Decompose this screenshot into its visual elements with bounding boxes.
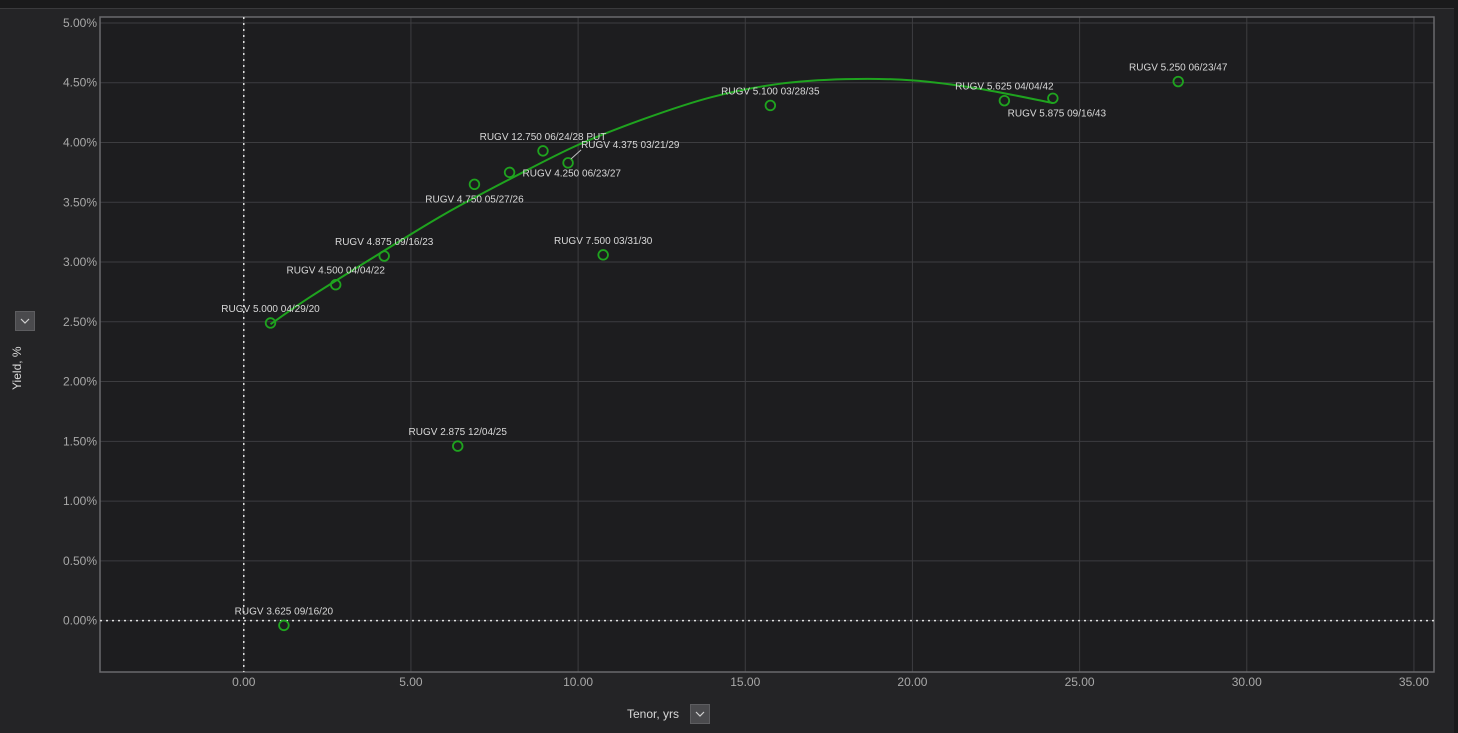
point-label: RUGV 5.250 06/23/47 (1129, 63, 1228, 74)
label-leader-line (570, 149, 582, 160)
bond-point[interactable] (764, 99, 777, 112)
x-tick-label: 25.00 (1065, 675, 1095, 689)
point-label: RUGV 12.750 06/24/28 PUT (480, 132, 607, 143)
y-tick-label: 2.50% (63, 315, 97, 329)
fitted-yield-curve (269, 77, 1054, 326)
y-axis-label: Yield, % (10, 346, 24, 390)
y-tick-label: 3.50% (63, 195, 97, 209)
point-label: RUGV 7.500 03/31/30 (554, 236, 653, 247)
x-tick-label: 5.00 (399, 675, 423, 689)
point-label: RUGV 5.875 09/16/43 (1008, 108, 1107, 119)
x-tick-label: 20.00 (897, 675, 927, 689)
point-label: RUGV 2.875 12/04/25 (409, 427, 508, 438)
bond-point[interactable] (264, 317, 277, 329)
point-label: RUGV 3.625 09/16/20 (235, 606, 334, 617)
bond-point[interactable] (468, 178, 481, 191)
bond-point[interactable] (378, 250, 390, 262)
point-label: RUGV 5.100 03/28/35 (721, 86, 820, 97)
point-label: RUGV 4.250 06/23/27 (523, 168, 622, 179)
plot-frame (99, 16, 1435, 673)
bond-point[interactable] (597, 249, 609, 261)
point-label: RUGV 4.375 03/21/29 (581, 140, 680, 151)
point-label: RUGV 5.000 04/29/20 (221, 304, 320, 315)
x-tick-label: 10.00 (563, 675, 593, 689)
bond-point[interactable] (1172, 75, 1184, 88)
bond-point[interactable] (537, 145, 549, 157)
y-tick-label: 1.00% (63, 494, 97, 508)
x-tick-label: 35.00 (1399, 675, 1429, 689)
y-tick-label: 3.00% (63, 255, 97, 269)
bond-point[interactable] (503, 166, 516, 179)
plot-area (100, 17, 1434, 672)
x-axis-label: Tenor, yrs (627, 707, 680, 721)
chevron-down-icon (695, 711, 705, 717)
y-axis-dropdown-button[interactable] (15, 311, 35, 331)
bond-point[interactable] (278, 619, 290, 632)
point-label: RUGV 4.500 04/04/22 (287, 266, 386, 277)
y-tick-label: 0.00% (63, 614, 97, 628)
point-label: RUGV 4.875 09/16/23 (335, 237, 434, 248)
x-tick-label: 0.00 (232, 675, 256, 689)
point-label: RUGV 5.625 04/04/42 (955, 82, 1054, 93)
chevron-down-icon (20, 318, 30, 324)
y-tick-label: 2.00% (63, 375, 97, 389)
y-tick-label: 4.00% (63, 136, 97, 150)
bond-point[interactable] (562, 157, 574, 169)
bond-point[interactable] (1047, 92, 1059, 104)
x-tick-label: 15.00 (730, 675, 760, 689)
x-tick-label: 30.00 (1232, 675, 1262, 689)
y-tick-label: 5.00% (63, 16, 97, 30)
bond-point[interactable] (452, 440, 464, 452)
top-toolbar-strip (0, 0, 1458, 9)
right-edge-strip (1454, 8, 1458, 733)
y-tick-label: 1.50% (63, 434, 97, 448)
x-axis-dropdown-button[interactable] (690, 704, 710, 724)
y-tick-label: 0.50% (63, 554, 97, 568)
bond-point[interactable] (998, 94, 1011, 107)
point-label: RUGV 4.750 05/27/26 (425, 194, 524, 205)
y-tick-label: 4.50% (63, 76, 97, 90)
bond-point[interactable] (330, 279, 342, 291)
